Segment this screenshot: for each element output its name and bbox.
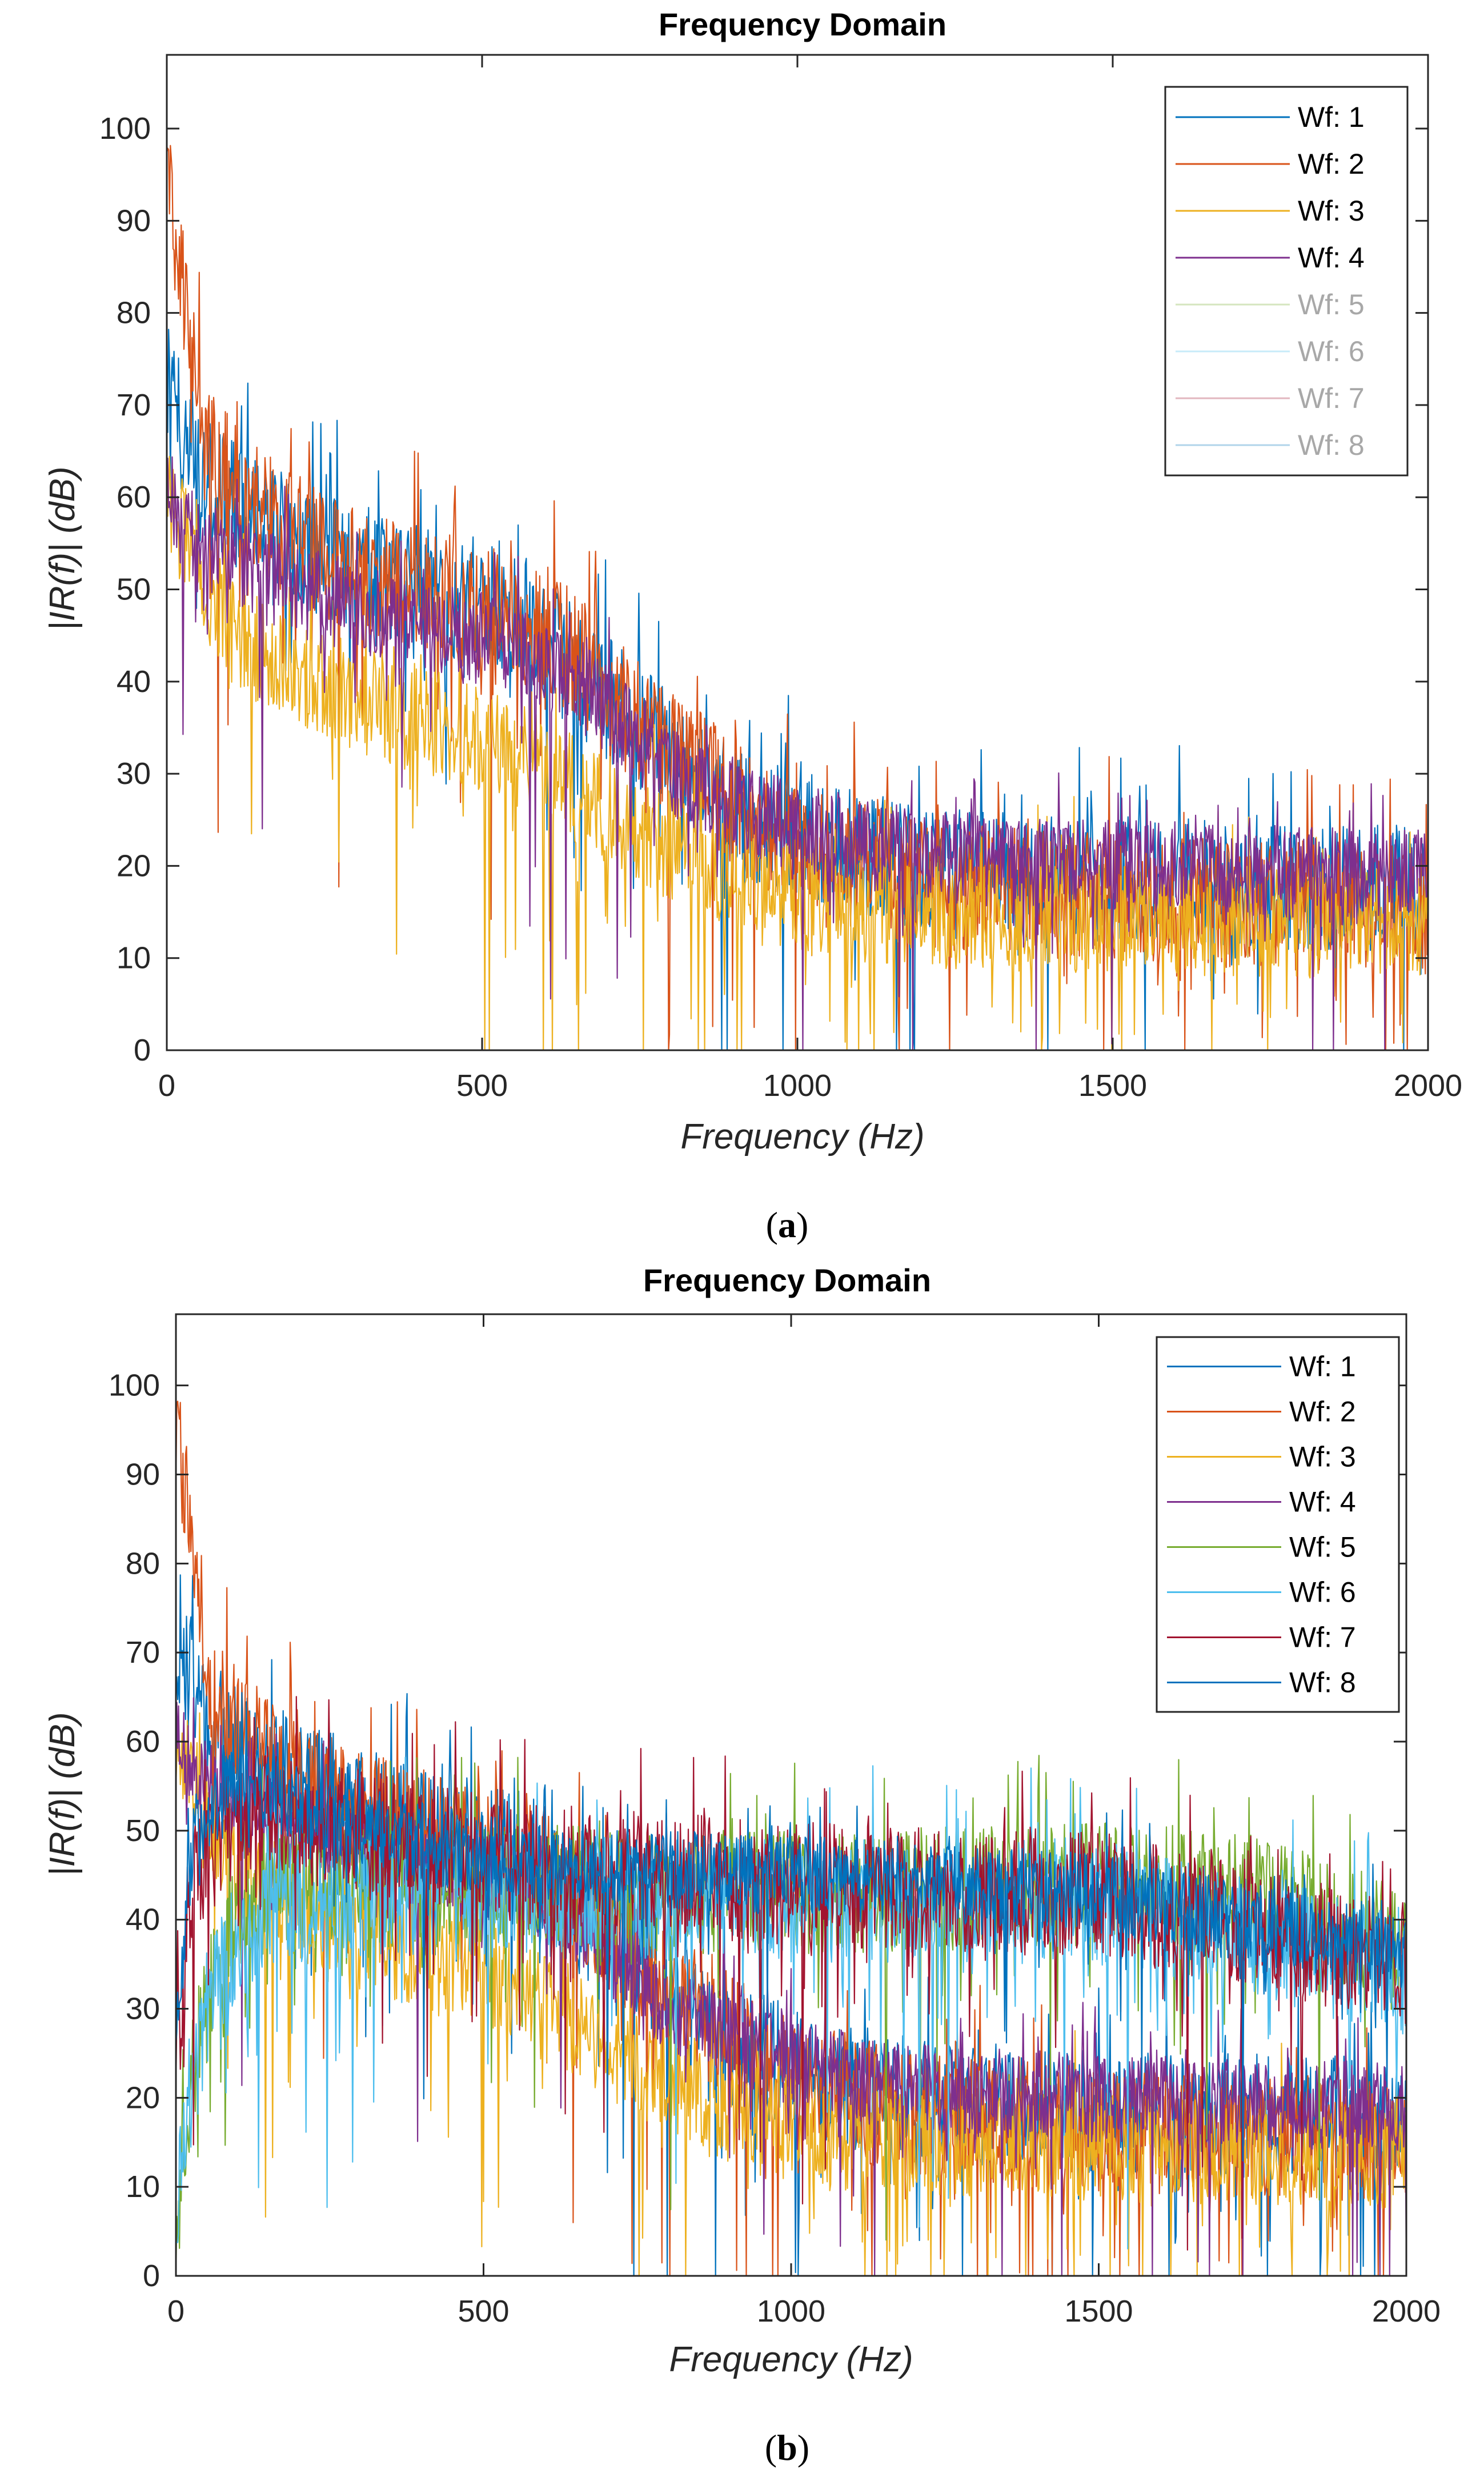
chart-a-legend-label: Wf: 7	[1298, 382, 1365, 414]
chart-b-title: Frequency Domain	[643, 1262, 931, 1298]
chart-b-caption-close: )	[797, 2427, 809, 2468]
panel-a: Frequency Domain 0102030405060708090100 …	[43, 6, 1462, 1245]
chart-b-legend-label: Wf: 5	[1289, 1531, 1356, 1563]
chart-a-legend-box	[1164, 86, 1409, 477]
chart-b-xtick-label: 1500	[1064, 2294, 1133, 2328]
chart-a-ytick-label: 70	[117, 388, 151, 422]
chart-a-ytick-label: 10	[117, 941, 151, 975]
chart-a-caption-close: )	[796, 1205, 808, 1245]
chart-a-legend-label: Wf: 5	[1298, 289, 1365, 321]
chart-a-caption-open: (	[766, 1205, 778, 1245]
chart-b-x-ticks: 0 500 1000 1500 2000	[167, 1314, 1441, 2328]
chart-b-legend-label: Wf: 4	[1289, 1486, 1356, 1518]
chart-b-legend-label: Wf: 1	[1289, 1351, 1356, 1383]
chart-b-xlabel: Frequency (Hz)	[669, 2340, 913, 2379]
chart-b-ytick-label: 20	[126, 2080, 160, 2115]
chart-b-ytick-label: 30	[126, 1992, 160, 2026]
chart-a-xtick-label: 0	[158, 1069, 175, 1103]
chart-b-ytick-label: 60	[126, 1724, 160, 1759]
chart-b-ytick-label: 100	[109, 1368, 160, 1403]
chart-a-xlabel: Frequency (Hz)	[680, 1117, 924, 1157]
chart-a-title: Frequency Domain	[659, 6, 946, 42]
chart-b-ylabel: |IR(f)| (dB)	[43, 1712, 82, 1876]
chart-b-ytick-label: 70	[126, 1635, 160, 1670]
chart-a-legend-label: Wf: 4	[1298, 242, 1365, 274]
chart-a-ytick-label: 30	[117, 757, 151, 791]
chart-b-legend-label: Wf: 7	[1289, 1622, 1356, 1654]
chart-b-xtick-label: 2000	[1372, 2294, 1441, 2328]
chart-a-ytick-label: 50	[117, 573, 151, 607]
chart-b-ytick-label: 0	[143, 2259, 160, 2293]
chart-a-ytick-label: 90	[117, 203, 151, 238]
chart-a-legend-label: Wf: 3	[1298, 195, 1365, 227]
chart-b-legend-label: Wf: 6	[1289, 1576, 1356, 1608]
chart-b-xtick-label: 500	[458, 2294, 509, 2328]
chart-b-series-8-line	[175, 1692, 1407, 2174]
chart-a-ytick-label: 60	[117, 480, 151, 514]
chart-a-plot	[166, 145, 1429, 1051]
chart-a-caption-letter: a	[778, 1205, 796, 1245]
chart-a-legend: Wf: 1 Wf: 2 Wf: 3 Wf: 4 Wf: 5 Wf: 6 Wf: 7 Wf: 8	[1164, 86, 1409, 477]
chart-a-x-ticks: 0 500 1000 1500 2000	[158, 55, 1462, 1103]
chart-a-ytick-label: 100	[99, 111, 151, 146]
chart-a-ylabel: |IR(f)| (dB)	[43, 466, 82, 630]
chart-b-xtick-label: 1000	[757, 2294, 825, 2328]
chart-b-plot	[175, 1400, 1407, 2277]
chart-a-legend-label: Wf: 6	[1298, 335, 1365, 367]
chart-b-xtick-label: 0	[167, 2294, 185, 2328]
chart-b-caption-open: (	[765, 2427, 777, 2468]
chart-b-ytick-label: 80	[126, 1546, 160, 1580]
chart-b-ytick-label: 90	[126, 1458, 160, 1492]
chart-a-ytick-label: 80	[117, 296, 151, 330]
chart-b-legend-label: Wf: 3	[1289, 1441, 1356, 1473]
chart-a-legend-label: Wf: 8	[1298, 429, 1365, 461]
chart-a-series-4-line	[166, 456, 1429, 1051]
chart-a-series-3-line	[166, 455, 1429, 1051]
chart-a-ytick-label: 40	[117, 665, 151, 699]
chart-a-ytick-label: 20	[117, 849, 151, 883]
chart-a-series-2-line	[166, 145, 1429, 1051]
chart-b-caption-letter: b	[777, 2427, 797, 2468]
chart-a-legend-label: Wf: 1	[1298, 101, 1365, 133]
chart-b-ytick-label: 10	[126, 2170, 160, 2204]
chart-a-xtick-label: 1500	[1078, 1069, 1147, 1103]
chart-a-y-ticks: 0 10 20 30 40 50 60 70 80 90 100	[99, 111, 1428, 1067]
chart-a-legend-label: Wf: 2	[1298, 148, 1365, 180]
chart-b-y-ticks: 0 10 20 30 40 50 60 70 80 90 100	[109, 1368, 1406, 2293]
chart-b-legend-box	[1156, 1336, 1400, 1713]
panel-b: Frequency Domain 0102030405060708090100 …	[43, 1262, 1441, 2468]
chart-a-xtick-label: 1000	[763, 1069, 832, 1103]
chart-b-legend-label: Wf: 8	[1289, 1667, 1356, 1699]
chart-b-ytick-label: 40	[126, 1903, 160, 1937]
chart-a-caption: (a)	[766, 1205, 809, 1245]
chart-a-xtick-label: 2000	[1394, 1069, 1462, 1103]
chart-a-ytick-label: 0	[134, 1033, 151, 1067]
chart-b-legend-label: Wf: 2	[1289, 1396, 1356, 1428]
chart-b-caption: (b)	[765, 2427, 809, 2468]
chart-b-legend: Wf: 1 Wf: 2 Wf: 3 Wf: 4 Wf: 5 Wf: 6 Wf: 7 Wf: 8	[1156, 1336, 1400, 1713]
chart-b-ytick-label: 50	[126, 1814, 160, 1848]
chart-a-xtick-label: 500	[456, 1069, 508, 1103]
